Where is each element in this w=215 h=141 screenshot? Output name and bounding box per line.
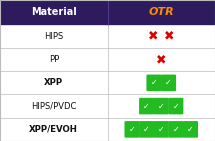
FancyBboxPatch shape (139, 98, 154, 114)
Text: XPP/EVOH: XPP/EVOH (29, 125, 78, 134)
FancyBboxPatch shape (183, 121, 198, 138)
Text: PP: PP (49, 55, 59, 64)
Text: Material: Material (31, 7, 77, 17)
FancyBboxPatch shape (124, 121, 140, 138)
Bar (0, 94, 108, 118)
Bar (0, 118, 108, 141)
Text: XPP: XPP (44, 78, 63, 87)
Text: ✖: ✖ (156, 53, 166, 66)
Bar (0, 0, 108, 25)
Bar (0, 25, 108, 48)
Text: ✓: ✓ (158, 125, 165, 134)
FancyBboxPatch shape (168, 121, 183, 138)
Text: ✓: ✓ (150, 78, 157, 87)
Bar (108, 94, 215, 118)
Text: ✖: ✖ (148, 30, 159, 43)
Bar (0, 48, 108, 71)
Text: OTR: OTR (148, 7, 174, 17)
FancyBboxPatch shape (139, 121, 154, 138)
Bar (108, 118, 215, 141)
Bar (108, 0, 215, 25)
Text: ✓: ✓ (158, 102, 165, 111)
Text: ✓: ✓ (143, 125, 150, 134)
Bar (108, 71, 215, 94)
FancyBboxPatch shape (154, 121, 169, 138)
FancyBboxPatch shape (154, 98, 169, 114)
Text: ✓: ✓ (187, 125, 194, 134)
Text: ✓: ✓ (143, 102, 150, 111)
Bar (108, 25, 215, 48)
Text: ✖: ✖ (164, 30, 174, 43)
Text: HIPS: HIPS (44, 32, 63, 41)
FancyBboxPatch shape (146, 75, 161, 91)
Text: ✓: ✓ (172, 125, 179, 134)
Text: HIPS/PVDC: HIPS/PVDC (31, 102, 77, 111)
Text: ✓: ✓ (165, 78, 172, 87)
FancyBboxPatch shape (161, 75, 176, 91)
Text: ✓: ✓ (172, 102, 179, 111)
Bar (108, 48, 215, 71)
Text: ✓: ✓ (129, 125, 135, 134)
FancyBboxPatch shape (168, 98, 183, 114)
Bar (0, 71, 108, 94)
